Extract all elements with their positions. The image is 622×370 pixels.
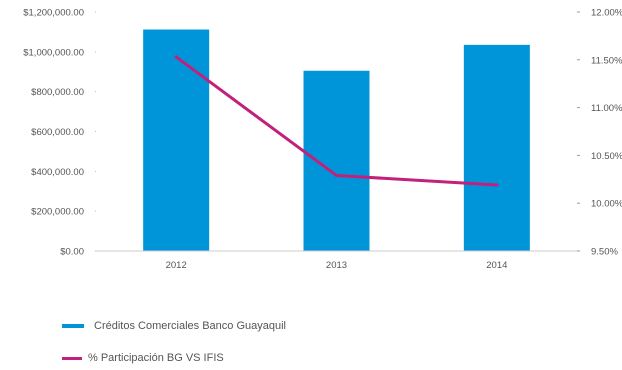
left-tick-label: $800,000.00 [31, 87, 84, 98]
left-tick-label: $400,000.00 [31, 167, 84, 178]
line-point [335, 173, 338, 177]
bar-series [143, 29, 530, 251]
x-axis: 2012 2013 2014 [96, 250, 577, 271]
bar [463, 44, 530, 251]
legend-swatch-line [62, 356, 82, 360]
right-tick-label: 12.00% [591, 8, 622, 19]
right-tick-label: 10.50% [591, 151, 622, 162]
left-axis-ticks: $0.00 $200,000.00 $400,000.00 $600,000.00 $8… [23, 8, 96, 258]
legend-item-line: % Participación BG VS IFIS [62, 352, 462, 364]
legend-label-bar: Créditos Comerciales Banco Guayaquil [94, 320, 286, 332]
left-tick-label: $0.00 [60, 247, 84, 258]
left-tick-label: $1,200,000.00 [23, 8, 84, 19]
line-series [174, 55, 499, 187]
line-point [174, 55, 178, 59]
left-tick-label: $600,000.00 [31, 127, 84, 138]
x-tick-label: 2013 [326, 260, 347, 271]
right-tick-label: 9.50% [591, 247, 618, 258]
line-point [495, 183, 499, 187]
left-tick-label: $1,000,000.00 [23, 47, 84, 58]
right-axis-ticks: 9.50% 10.00% 10.50% 11.00% 11.50% 12.00% [577, 8, 622, 258]
right-tick-label: 10.00% [591, 199, 622, 210]
x-tick-label: 2012 [166, 260, 187, 271]
right-tick-label: 11.50% [591, 55, 622, 66]
legend-label-line: % Participación BG VS IFIS [88, 352, 224, 364]
legend-item-bar: Créditos Comerciales Banco Guayaquil [62, 320, 462, 332]
bar [303, 70, 370, 251]
left-tick-label: $200,000.00 [31, 207, 84, 218]
x-tick-label: 2014 [486, 260, 507, 271]
bar [143, 29, 210, 251]
legend-swatch-bar [62, 324, 84, 328]
right-tick-label: 11.00% [591, 103, 622, 114]
